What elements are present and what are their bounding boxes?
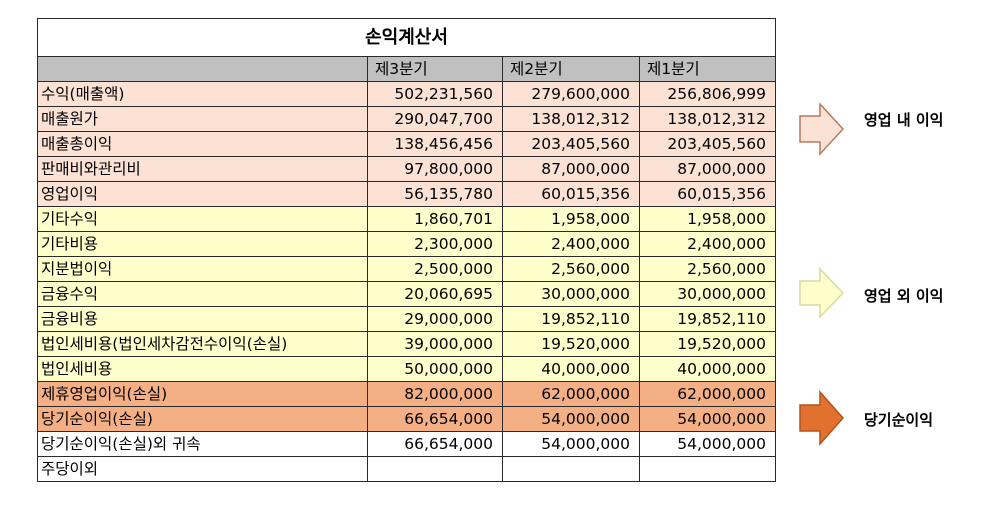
cell-q3: 82,000,000 (367, 381, 503, 407)
table-row: 기타수익 1,860,701 1,958,000 1,958,000 (37, 206, 776, 232)
cell-q2: 1,958,000 (502, 206, 640, 232)
cell-q1: 2,560,000 (639, 256, 776, 282)
table-row: 주당이외 (37, 456, 776, 482)
cell-q1: 19,852,110 (639, 306, 776, 332)
table-row: 지분법이익 2,500,000 2,560,000 2,560,000 (37, 256, 776, 282)
cell-q3: 66,654,000 (367, 406, 503, 432)
row-label: 영업이익 (37, 181, 368, 207)
cell-q2: 60,015,356 (502, 181, 640, 207)
table-row: 당기순이익(손실) 66,654,000 54,000,000 54,000,000 (37, 406, 776, 432)
cell-q1: 19,520,000 (639, 331, 776, 357)
cell-q1: 256,806,999 (639, 81, 776, 107)
cell-q2: 138,012,312 (502, 106, 640, 132)
cell-q2: 62,000,000 (502, 381, 640, 407)
cell-q3: 29,000,000 (367, 306, 503, 332)
net-income-arrow-icon (799, 390, 845, 446)
cell-q3: 1,860,701 (367, 206, 503, 232)
table-row: 금융수익 20,060,695 30,000,000 30,000,000 (37, 281, 776, 307)
cell-q2: 40,000,000 (502, 356, 640, 382)
row-label: 법인세비용(법인세차감전수이익(손실) (37, 331, 368, 357)
cell-q3: 20,060,695 (367, 281, 503, 307)
row-label: 금융비용 (37, 306, 368, 332)
row-label: 기타비용 (37, 231, 368, 257)
table-row: 당기순이익(손실)외 귀속 66,654,000 54,000,000 54,000,… (37, 431, 776, 457)
cell-q2 (502, 456, 640, 482)
cell-q3: 97,800,000 (367, 156, 503, 182)
table-row: 법인세비용 50,000,000 40,000,000 40,000,000 (37, 356, 776, 382)
column-header-q2: 제2분기 (502, 56, 640, 82)
cell-q3: 138,456,456 (367, 131, 503, 157)
cell-q1: 138,012,312 (639, 106, 776, 132)
row-label: 수익(매출액) (37, 81, 368, 107)
table-row: 수익(매출액) 502,231,560 279,600,000 256,806,999 (37, 81, 776, 107)
cell-q3: 290,047,700 (367, 106, 503, 132)
row-label: 당기순이익(손실)외 귀속 (37, 431, 368, 457)
row-label: 매출원가 (37, 106, 368, 132)
annotation-label-non-operating: 영업 외 이익 (864, 287, 944, 305)
cell-q1: 60,015,356 (639, 181, 776, 207)
cell-q2: 203,405,560 (502, 131, 640, 157)
row-label: 법인세비용 (37, 356, 368, 382)
annotation-label-net-income: 당기순이익 (864, 411, 934, 429)
table-row: 매출원가 290,047,700 138,012,312 138,012,312 (37, 106, 776, 132)
column-header-q1: 제1분기 (639, 56, 776, 82)
cell-q2: 54,000,000 (502, 431, 640, 457)
non-operating-income-arrow-icon (799, 267, 845, 319)
table-title: 손익계산서 (37, 18, 776, 57)
cell-q3: 2,500,000 (367, 256, 503, 282)
cell-q1: 40,000,000 (639, 356, 776, 382)
cell-q2: 87,000,000 (502, 156, 640, 182)
table-row: 금융비용 29,000,000 19,852,110 19,852,110 (37, 306, 776, 332)
table-row: 판매비와관리비 97,800,000 87,000,000 87,000,000 (37, 156, 776, 182)
row-label: 주당이외 (37, 456, 368, 482)
row-label: 당기순이익(손실) (37, 406, 368, 432)
cell-q3: 39,000,000 (367, 331, 503, 357)
table-row: 영업이익 56,135,780 60,015,356 60,015,356 (37, 181, 776, 207)
cell-q3: 56,135,780 (367, 181, 503, 207)
annotation-label-operating: 영업 내 이익 (864, 111, 944, 129)
income-statement-table: 손익계산서 제3분기 제2분기 제1분기 수익(매출액) 502,231,560 2… (37, 18, 776, 482)
table-row: 법인세비용(법인세차감전수이익(손실) 39,000,000 19,520,000 1… (37, 331, 776, 357)
cell-q3: 502,231,560 (367, 81, 503, 107)
table-row: 기타비용 2,300,000 2,400,000 2,400,000 (37, 231, 776, 257)
operating-income-arrow-icon (799, 102, 845, 156)
row-label: 지분법이익 (37, 256, 368, 282)
column-header-row: 제3분기 제2분기 제1분기 (37, 56, 776, 82)
cell-q2: 279,600,000 (502, 81, 640, 107)
cell-q2: 2,560,000 (502, 256, 640, 282)
cell-q3: 66,654,000 (367, 431, 503, 457)
row-label: 금융수익 (37, 281, 368, 307)
cell-q3 (367, 456, 503, 482)
cell-q1: 2,400,000 (639, 231, 776, 257)
row-label: 판매비와관리비 (37, 156, 368, 182)
cell-q1 (639, 456, 776, 482)
cell-q1: 1,958,000 (639, 206, 776, 232)
cell-q1: 54,000,000 (639, 431, 776, 457)
cell-q1: 203,405,560 (639, 131, 776, 157)
column-header-q3: 제3분기 (367, 56, 503, 82)
cell-q1: 30,000,000 (639, 281, 776, 307)
